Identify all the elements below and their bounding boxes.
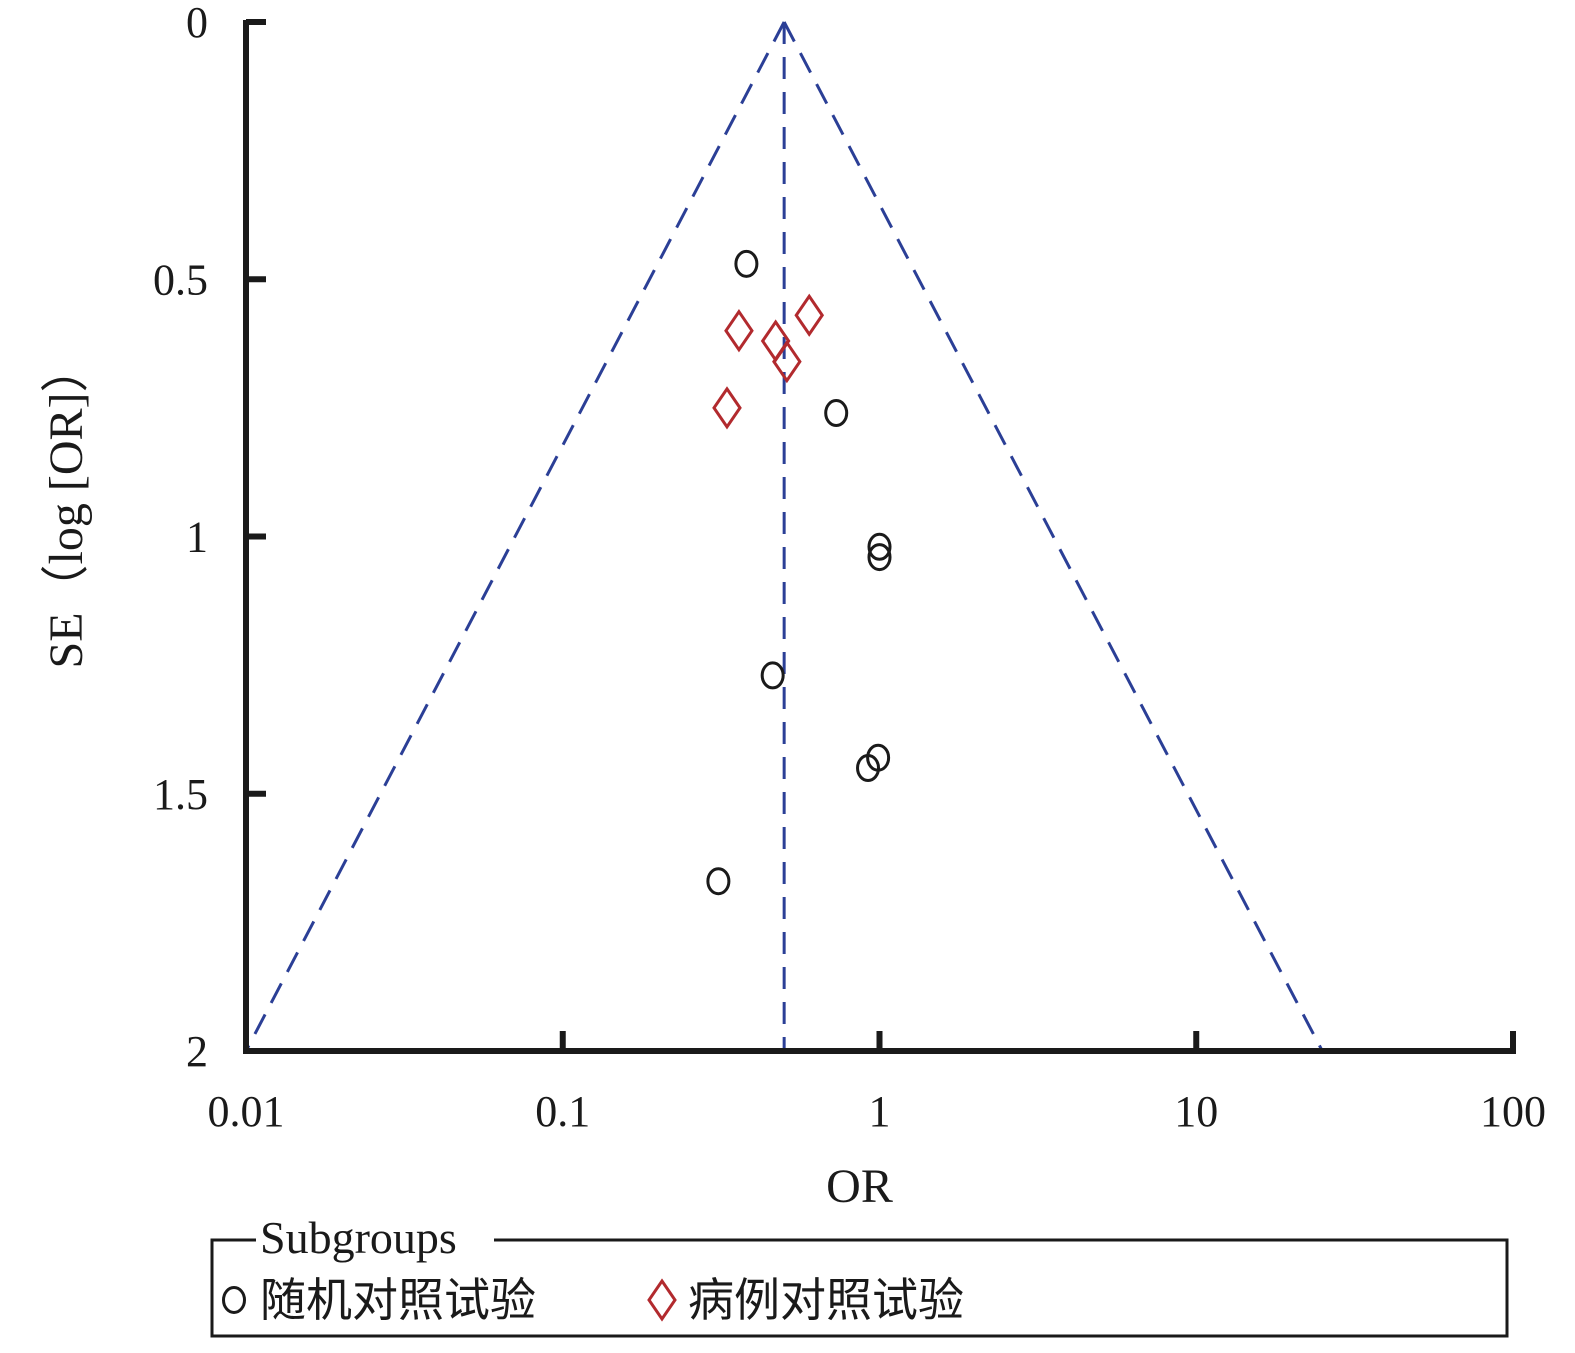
x-axis-label: OR (826, 1160, 893, 1213)
legend-item: 随机对照试验 (222, 1275, 536, 1326)
legend-title: Subgroups (260, 1212, 457, 1263)
funnel-lines (244, 21, 1324, 1052)
circle-point (760, 661, 785, 690)
circle-point (706, 867, 731, 896)
x-tick-label: 0.01 (208, 1087, 285, 1136)
legend-label: 病例对照试验 (688, 1275, 964, 1326)
funnel-left-limit (244, 21, 786, 1052)
series-circle (706, 249, 892, 896)
circle-point (824, 399, 849, 428)
legend-frame (210, 1238, 1509, 1338)
y-tick-label: 1 (186, 513, 208, 562)
x-tick-label: 100 (1480, 1087, 1546, 1136)
circle-point (856, 754, 881, 783)
diamond-point (772, 339, 802, 384)
y-tick-label: 2 (186, 1027, 208, 1076)
legend-circle-marker (222, 1286, 246, 1314)
y-tick-label: 0 (186, 0, 208, 47)
diamond-point (724, 309, 754, 353)
diamond-point (794, 293, 825, 337)
y-tick-label: 0.5 (153, 255, 208, 304)
circle-point (867, 532, 892, 561)
x-tick-label: 10 (1174, 1087, 1218, 1136)
legend-item: 病例对照试验 (647, 1275, 964, 1326)
y-tick-label: 1.5 (153, 770, 208, 819)
funnel-right-limit (782, 21, 1324, 1052)
circle-point (867, 543, 892, 572)
diamond-point (712, 386, 742, 430)
axes (243, 20, 1516, 1054)
y-axis-label: SE（log [OR]） (40, 344, 93, 668)
y-ticks: 0 0.5 1 1.5 2 (153, 0, 266, 1076)
legend: Subgroups 随机对照试验 病例对照试验 (210, 1212, 1509, 1338)
legend-diamond-marker (647, 1278, 677, 1322)
legend-items: 随机对照试验 病例对照试验 (222, 1275, 964, 1326)
circle-point (734, 249, 759, 278)
x-tick-label: 0.1 (535, 1087, 590, 1136)
legend-label: 随机对照试验 (260, 1275, 536, 1326)
data-points (706, 249, 892, 896)
x-tick-label: 1 (869, 1087, 891, 1136)
series-diamond (712, 293, 825, 430)
x-ticks: 0.01 0.1 1 10 100 (208, 1031, 1546, 1136)
